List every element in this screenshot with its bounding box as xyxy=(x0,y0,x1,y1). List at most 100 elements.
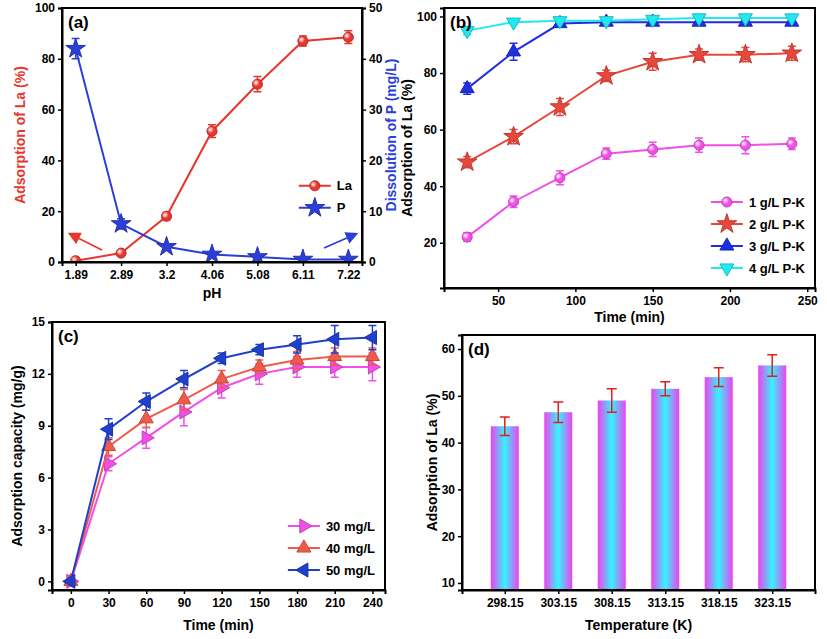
marker xyxy=(504,126,524,145)
x-axis: 0306090120150180210240 xyxy=(53,590,386,610)
y-tick-mark xyxy=(58,8,62,10)
x-tick: 100 xyxy=(566,288,586,308)
plot-area xyxy=(491,355,786,590)
marker xyxy=(601,149,611,159)
marker xyxy=(692,14,706,26)
figure: 1.892.893.24.065.086.117.220204060801000… xyxy=(0,0,827,639)
y-tick: 3 xyxy=(38,523,52,537)
x-tick: 90 xyxy=(178,590,192,610)
x-tick: 4.06 xyxy=(201,262,225,282)
marker xyxy=(462,232,472,242)
x-tick-mark xyxy=(558,590,560,594)
y-tick: 20 xyxy=(424,236,444,250)
legend-item: 2 g/L P-K xyxy=(711,214,806,233)
x-tick: 323.15 xyxy=(754,590,791,610)
y-tick: 15 xyxy=(32,315,52,329)
legend-label: 3 g/L P-K xyxy=(749,239,806,254)
legend-label: 2 g/L P-K xyxy=(749,217,806,232)
x-tick-label: 303.15 xyxy=(540,596,577,610)
x-tick: 3.2 xyxy=(159,262,176,282)
x-tick-mark xyxy=(334,590,336,594)
x-tick-label: 2.89 xyxy=(110,268,134,282)
x-tick-mark xyxy=(184,590,186,594)
y-axis: 03691215 xyxy=(32,315,53,590)
x-tick: 6.11 xyxy=(292,262,315,282)
y-tick-mark xyxy=(48,322,52,324)
x-tick: 150 xyxy=(643,288,663,308)
legend-label: 40 mg/L xyxy=(326,541,375,556)
x-tick-mark xyxy=(166,262,168,266)
marker xyxy=(689,44,709,63)
panel: 5010015020025020406080100Time (min)Adsor… xyxy=(399,8,818,325)
x-tick-label: 210 xyxy=(325,596,345,610)
marker xyxy=(214,351,226,365)
marker xyxy=(782,43,802,62)
x-axis: 298.15303.15308.15313.15318.15323.15 xyxy=(463,590,816,610)
x-tick-mark xyxy=(372,590,374,594)
y-tick-mark xyxy=(440,73,444,75)
x-tick-mark xyxy=(665,590,667,594)
legend-label: P xyxy=(337,200,346,215)
marker xyxy=(177,392,191,404)
y-tick-mark xyxy=(48,581,52,583)
y2-axis-title: Dissolution of P (mg/L) xyxy=(383,59,399,212)
legend-item: P xyxy=(299,197,346,216)
x-tick-mark xyxy=(730,288,732,292)
marker xyxy=(599,17,613,29)
y-tick-mark xyxy=(440,129,444,131)
y2-tick-label: 30 xyxy=(369,103,383,117)
marker xyxy=(111,214,131,233)
x-tick-label: 3.2 xyxy=(159,268,176,282)
x-tick-label: 30 xyxy=(102,596,116,610)
x-tick-mark xyxy=(71,590,73,594)
marker xyxy=(63,574,75,588)
y-tick: 30 xyxy=(442,483,462,497)
plot-area xyxy=(66,31,358,262)
y2-tick-mark xyxy=(362,8,366,10)
x-tick: 60 xyxy=(140,590,154,610)
marker xyxy=(736,44,756,63)
x-tick-mark xyxy=(108,590,110,594)
legend-item: 30 mg/L xyxy=(288,519,375,534)
y-tick: 0 xyxy=(38,575,52,589)
y-tick: 20 xyxy=(42,205,62,219)
plot-frame xyxy=(62,8,362,262)
y-tick-label: 9 xyxy=(38,419,45,433)
y-axis: 020406080100 xyxy=(35,1,63,269)
x-tick-label: 100 xyxy=(566,294,586,308)
y2-tick: 50 xyxy=(362,1,383,15)
bar xyxy=(705,377,733,590)
legend-item: 3 g/L P-K xyxy=(711,238,806,254)
plot-area xyxy=(63,325,381,588)
x-tick-mark xyxy=(303,262,305,266)
series-line xyxy=(76,49,349,260)
x-tick-label: 50 xyxy=(492,294,506,308)
x-tick: 210 xyxy=(325,590,345,610)
marker xyxy=(694,140,704,150)
x-tick: 50 xyxy=(492,288,506,308)
series-line xyxy=(467,53,792,162)
legend-item: 40 mg/L xyxy=(288,540,375,556)
y-tick-label: 50 xyxy=(442,389,456,403)
y-tick: 100 xyxy=(35,1,62,15)
y-tick: 80 xyxy=(42,52,62,66)
x-tick: 1.89 xyxy=(64,262,88,282)
x-axis-title: Time (min) xyxy=(594,309,665,325)
x-tick-label: 4.06 xyxy=(201,268,225,282)
x-tick-label: 6.11 xyxy=(292,268,315,282)
x-tick-mark xyxy=(212,262,214,266)
marker xyxy=(648,144,658,154)
y-tick: 40 xyxy=(442,436,462,450)
x-axis-line xyxy=(463,591,816,595)
x-tick-mark xyxy=(221,590,223,594)
y-tick-mark xyxy=(48,374,52,376)
marker xyxy=(555,173,565,183)
y-tick-label: 80 xyxy=(42,52,56,66)
x-axis-line xyxy=(53,591,386,595)
legend-label: 4 g/L P-K xyxy=(749,261,806,276)
y-tick: 60 xyxy=(42,103,62,117)
marker xyxy=(457,152,477,171)
panel-title: (b) xyxy=(450,13,472,32)
legend-label: 30 mg/L xyxy=(326,519,375,534)
y2-tick: 20 xyxy=(362,154,383,168)
